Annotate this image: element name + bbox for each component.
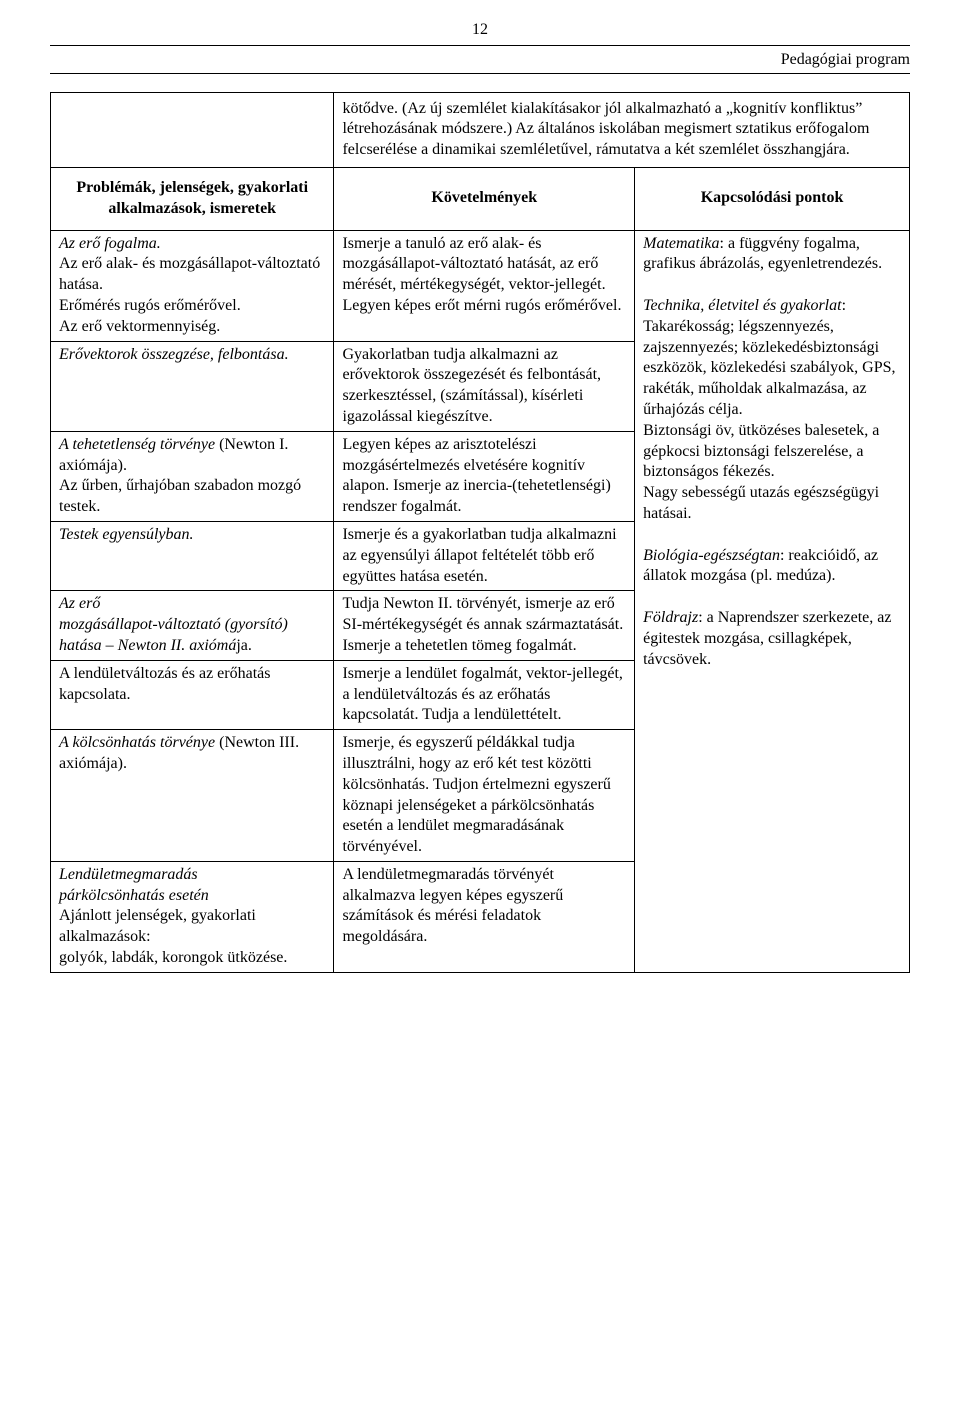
cell-left: Az erőmozgásállapot-változtató (gyorsító…	[51, 591, 334, 660]
cell-left: A lendületváltozás és az erőhatás kapcso…	[51, 660, 334, 729]
cell-left: Testek egyensúlyban.	[51, 521, 334, 590]
table-row: Az erő fogalma.Az erő alak- és mozgásáll…	[51, 230, 910, 341]
cell-left: Lendületmegmaradáspárkölcsönhatás esetén…	[51, 861, 334, 972]
header-rule-top	[50, 45, 910, 46]
header-row: Problémák, jelenségek, gyakorlati alkalm…	[51, 167, 910, 230]
cell-left: Az erő fogalma.Az erő alak- és mozgásáll…	[51, 230, 334, 341]
cell-mid: Ismerje a tanuló az erő alak- és mozgásá…	[334, 230, 635, 341]
cell-mid: Ismerje, és egyszerű példákkal tudja ill…	[334, 730, 635, 862]
cell-left: A tehetetlenség törvénye (Newton I. axió…	[51, 431, 334, 521]
cell-left: A kölcsönhatás törvénye (Newton III. axi…	[51, 730, 334, 862]
header-left: Problémák, jelenségek, gyakorlati alkalm…	[51, 167, 334, 230]
page-number: 12	[50, 20, 910, 41]
cell-left: Erővektorok összegzése, felbontása.	[51, 341, 334, 431]
cell-mid: Ismerje és a gyakorlatban tudja alkalmaz…	[334, 521, 635, 590]
content-table: kötődve. (Az új szemlélet kialakításakor…	[50, 92, 910, 973]
cell-mid: A lendületmegmaradás törvényét alkalmazv…	[334, 861, 635, 972]
intro-row: kötődve. (Az új szemlélet kialakításakor…	[51, 92, 910, 167]
header-mid: Követelmények	[334, 167, 635, 230]
cell-right-merged: Matematika: a függvény fogalma, grafikus…	[635, 230, 910, 972]
intro-empty-cell	[51, 92, 334, 167]
intro-text: kötődve. (Az új szemlélet kialakításakor…	[334, 92, 910, 167]
doc-title: Pedagógiai program	[50, 48, 910, 73]
cell-mid: Legyen képes az arisztotelészi mozgásért…	[334, 431, 635, 521]
cell-mid: Gyakorlatban tudja alkalmazni az erővekt…	[334, 341, 635, 431]
header-rule-bottom	[50, 73, 910, 74]
header-right: Kapcsolódási pontok	[635, 167, 910, 230]
cell-mid: Tudja Newton II. törvényét, ismerje az e…	[334, 591, 635, 660]
cell-mid: Ismerje a lendület fogalmát, vektor-jell…	[334, 660, 635, 729]
